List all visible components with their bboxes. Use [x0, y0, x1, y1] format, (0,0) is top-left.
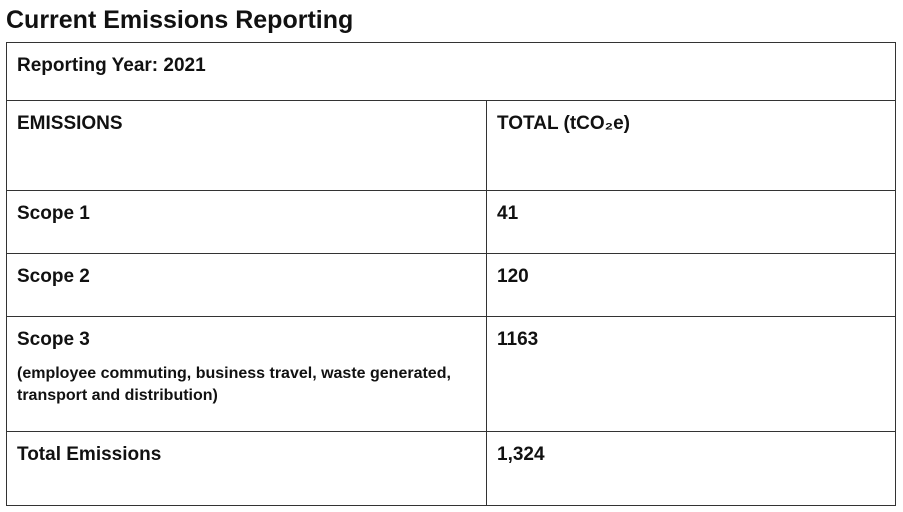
table-row: Scope 2 120 [7, 253, 895, 317]
row-label: Scope 3 [17, 329, 90, 350]
row-label-cell: Scope 3 (employee commuting, business tr… [7, 317, 486, 432]
table-row: Total Emissions 1,324 [7, 431, 895, 506]
row-value: 120 [486, 254, 895, 317]
page-title: Current Emissions Reporting [6, 6, 354, 34]
column-header: EMISSIONS [17, 113, 123, 134]
emissions-table: Reporting Year: 2021 EMISSIONS TOTAL (tC… [6, 42, 896, 506]
row-label: Total Emissions [17, 444, 162, 465]
header-row: EMISSIONS TOTAL (tCO₂e) [7, 100, 895, 191]
column-header: TOTAL (tCO₂e) [486, 101, 895, 191]
row-label: Scope 2 [17, 266, 90, 287]
row-value: 41 [486, 191, 895, 254]
row-value: 1163 [486, 317, 895, 432]
table-row: Scope 3 (employee commuting, business tr… [7, 316, 895, 432]
row-value: 1,324 [486, 432, 895, 506]
caption-row: Reporting Year: 2021 [7, 43, 895, 100]
caption: Reporting Year: 2021 [17, 55, 206, 76]
row-note: (employee commuting, business travel, wa… [17, 365, 451, 404]
table-row: Scope 1 41 [7, 190, 895, 254]
row-label: Scope 1 [17, 203, 90, 224]
